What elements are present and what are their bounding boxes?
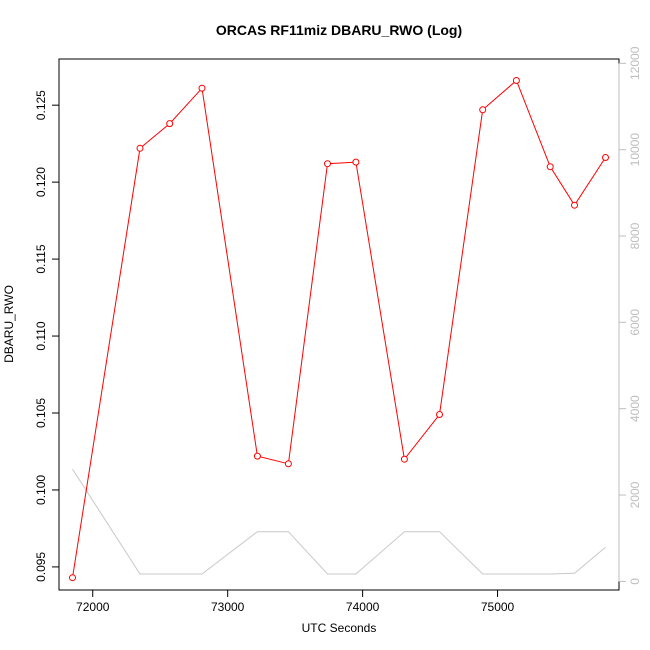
secondary-series-line <box>72 468 606 575</box>
y2-tick-label: 4000 <box>628 395 642 422</box>
y2-tick-label: 10000 <box>628 133 642 167</box>
data-point <box>479 106 487 114</box>
series-layer <box>69 77 609 582</box>
x-tick-label: 73000 <box>211 600 245 614</box>
data-point <box>166 120 174 128</box>
data-point <box>253 452 261 460</box>
x-tick-label: 74000 <box>346 600 380 614</box>
data-point <box>546 163 554 171</box>
y-axis-right: 0 2000 4000 6000 8000 10000 12000 <box>618 46 642 585</box>
y2-tick-label: 0 <box>628 578 642 585</box>
y-axis-label: DBARU_RWO <box>2 285 16 363</box>
y2-tick-label: 8000 <box>628 222 642 249</box>
y-tick-label: 0.110 <box>34 321 48 350</box>
plot-frame <box>58 58 620 591</box>
data-point <box>324 160 331 168</box>
y-tick-label: 0.105 <box>34 398 48 428</box>
data-point <box>400 455 408 463</box>
y-tick-label: 0.125 <box>34 90 48 120</box>
data-point <box>436 411 443 418</box>
x-axis-label: UTC Seconds <box>302 621 377 635</box>
chart-title: ORCAS RF11miz DBARU_RWO (Log) <box>216 22 462 38</box>
data-point <box>136 144 144 152</box>
y2-tick-label: 2000 <box>628 481 642 508</box>
y-axis-left: 0.095 0.100 0.105 0.110 0.115 0.120 0.125 <box>34 90 60 582</box>
data-point <box>352 158 360 166</box>
y2-tick-label: 12000 <box>628 46 642 80</box>
y-tick-label: 0.100 <box>34 475 48 505</box>
data-point <box>198 84 206 92</box>
y-tick-label: 0.095 <box>34 552 48 582</box>
data-point <box>602 154 609 161</box>
y-tick-label: 0.120 <box>34 167 48 197</box>
data-point <box>284 460 292 468</box>
x-tick-label: 75000 <box>481 600 515 614</box>
data-point <box>571 201 578 209</box>
data-point <box>69 574 76 582</box>
data-point <box>512 77 520 84</box>
y2-tick-label: 6000 <box>628 309 642 336</box>
primary-series-line <box>72 79 606 578</box>
x-axis: 72000 73000 74000 75000 <box>76 589 515 614</box>
x-tick-label: 72000 <box>76 600 110 614</box>
y-tick-label: 0.115 <box>34 244 48 273</box>
